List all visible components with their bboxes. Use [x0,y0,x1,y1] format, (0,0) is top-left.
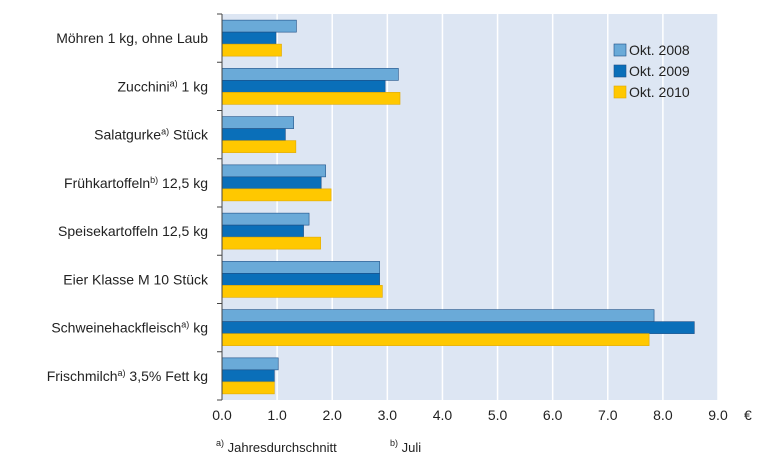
legend-label: Okt. 2009 [629,63,690,79]
bar-2-1 [221,31,277,45]
category-label: Frühkartoffelnb) 12,5 kg [64,175,208,191]
bar-1-4 [221,164,326,178]
bar-1-7 [221,309,655,322]
bar-2-2 [221,80,386,93]
legend-swatch [613,85,627,99]
bar-1-8 [221,357,279,371]
x-tick-label: 8.0 [653,407,673,423]
x-tick-label: 1.0 [267,407,287,423]
x-tick-label: 4.0 [433,407,453,423]
legend: Okt. 2008 Okt. 2009 Okt. 2010 [613,42,690,100]
bar-3-4 [221,188,332,202]
legend-swatch [613,43,627,57]
category-label: Zucchinia) 1 kg [117,78,208,94]
category-labels: Möhren 1 kg, ohne Laub Zucchinia) 1 kg Sal… [47,30,209,384]
bar-3-6 [221,285,383,298]
bar-2-8 [221,369,275,383]
x-tick-label: 3.0 [378,407,398,423]
bar-2-3 [221,128,286,141]
axis [217,13,223,401]
x-tick-label: 5.0 [488,407,508,423]
x-tick-label: 0.0 [212,407,232,423]
category-label: Salatgurkea) Stück [94,127,209,143]
bar-1-5 [221,212,310,226]
x-tick-label: 6.0 [543,407,563,423]
category-label: Möhren 1 kg, ohne Laub [56,30,208,46]
bar-3-3 [221,140,297,153]
footnotes: a) Jahresdurchschnitt b) Juli [216,438,421,455]
bar-1-3 [221,116,294,129]
bar-1-1 [221,19,297,33]
bar-3-5 [221,236,321,250]
category-label: Frischmilcha) 3,5% Fett kg [47,368,208,384]
bar-1-2 [221,68,399,81]
bar-3-1 [221,43,282,57]
bar-2-5 [221,224,304,238]
bar-1-6 [221,261,380,274]
footnote: a) Jahresdurchschnitt [216,438,337,455]
unit-label: € [744,407,752,423]
category-label: Speisekartoffeln 12,5 kg [58,223,208,239]
legend-swatch [613,64,627,78]
bar-3-8 [221,381,275,395]
category-label: Eier Klasse M 10 Stück [63,271,209,287]
bar-2-4 [221,176,322,190]
category-label: Schweinehackfleischa) kg [51,320,208,336]
bar-2-6 [221,273,380,286]
bar-3-7 [221,333,650,346]
x-tick-label: 2.0 [322,407,342,423]
x-tick-label: 9.0 [708,407,728,423]
x-tick-label: 7.0 [598,407,618,423]
bar-2-7 [221,321,695,334]
legend-label: Okt. 2010 [629,84,690,100]
bar-3-2 [221,92,401,105]
footnote: b) Juli [390,438,421,455]
x-tick-labels: 0.0 1.0 2.0 3.0 4.0 5.0 6.0 7.0 8.0 9.0 [212,407,728,423]
legend-label: Okt. 2008 [629,42,690,58]
